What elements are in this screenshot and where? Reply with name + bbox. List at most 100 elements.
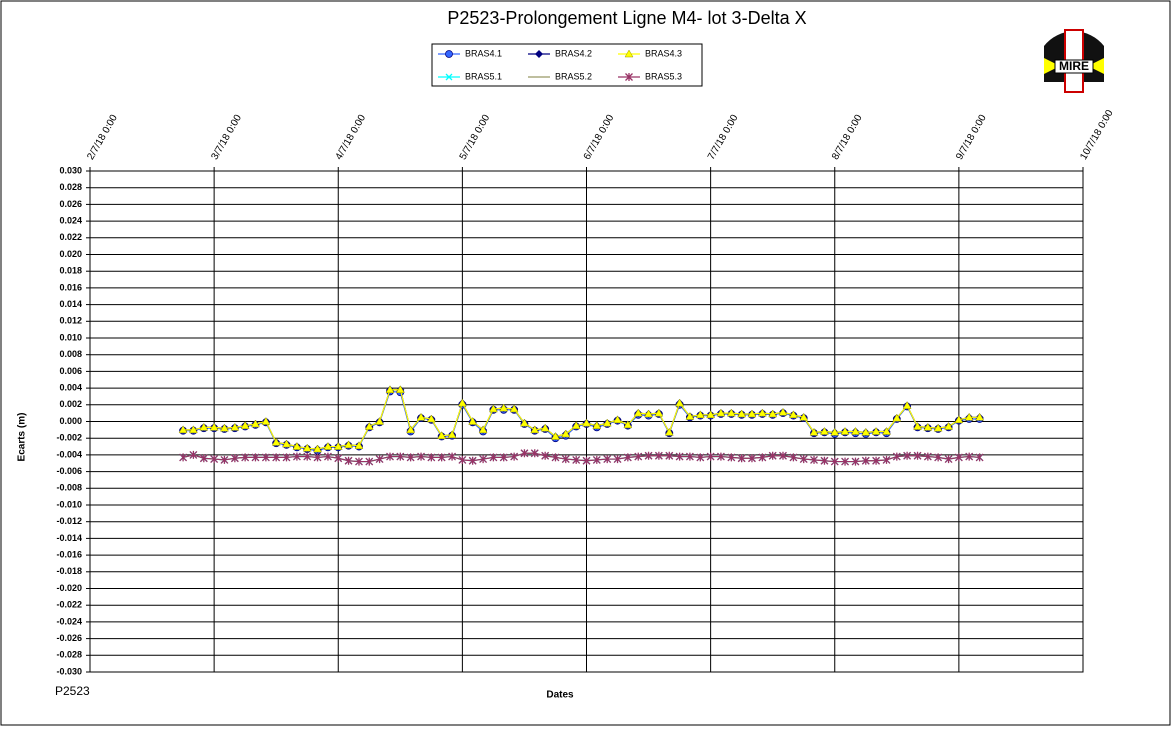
logo-text: MIRE bbox=[1059, 59, 1089, 73]
data-point bbox=[768, 451, 777, 460]
data-point bbox=[954, 453, 963, 462]
data-point bbox=[551, 453, 560, 462]
data-point bbox=[261, 453, 270, 462]
y-tick-label: 0.000 bbox=[59, 416, 82, 426]
chart-title: P2523-Prolongement Ligne M4- lot 3-Delta… bbox=[447, 8, 806, 28]
data-point bbox=[344, 456, 353, 465]
data-point bbox=[892, 452, 901, 461]
data-point bbox=[861, 427, 871, 436]
y-tick-label: 0.018 bbox=[59, 266, 82, 276]
data-point bbox=[385, 385, 395, 394]
data-point bbox=[406, 425, 416, 434]
data-point bbox=[355, 457, 363, 466]
data-point bbox=[644, 451, 653, 460]
legend-marker bbox=[445, 50, 453, 58]
data-point bbox=[726, 408, 736, 417]
data-point bbox=[344, 440, 353, 449]
legend-label: BRAS5.2 bbox=[555, 71, 592, 81]
data-point bbox=[954, 415, 964, 424]
data-point bbox=[458, 455, 467, 464]
data-point bbox=[965, 452, 974, 461]
data-point bbox=[437, 431, 447, 439]
data-point bbox=[582, 418, 591, 427]
data-point bbox=[209, 422, 219, 431]
data-point bbox=[292, 452, 301, 461]
data-point bbox=[654, 451, 663, 460]
data-point bbox=[220, 455, 229, 464]
data-point bbox=[882, 455, 891, 464]
data-point bbox=[354, 441, 364, 449]
y-tick-label: 0.020 bbox=[59, 249, 82, 259]
data-point bbox=[210, 455, 219, 464]
data-point bbox=[913, 422, 922, 430]
y-tick-label: -0.014 bbox=[56, 533, 82, 543]
logo-arrow bbox=[1044, 58, 1060, 74]
y-tick-label: 0.006 bbox=[59, 366, 82, 376]
data-point bbox=[892, 413, 902, 422]
data-point bbox=[727, 453, 736, 462]
data-point bbox=[251, 419, 260, 428]
data-point bbox=[934, 453, 943, 462]
data-point bbox=[230, 422, 240, 431]
data-point bbox=[851, 457, 860, 466]
y-tick-label: -0.024 bbox=[56, 616, 82, 626]
data-point bbox=[737, 409, 747, 418]
data-point bbox=[716, 452, 725, 461]
legend-marker bbox=[535, 50, 543, 58]
legend-label: BRAS4.3 bbox=[645, 48, 682, 58]
data-point bbox=[799, 455, 808, 464]
data-point bbox=[675, 452, 684, 461]
data-point bbox=[479, 455, 488, 464]
data-point bbox=[541, 451, 550, 460]
data-point bbox=[499, 453, 508, 462]
data-point bbox=[675, 398, 685, 407]
data-point bbox=[944, 422, 954, 430]
data-point bbox=[375, 455, 384, 464]
data-point bbox=[582, 456, 591, 465]
data-point bbox=[282, 439, 291, 448]
data-point bbox=[457, 398, 467, 407]
y-tick-label: 0.022 bbox=[59, 232, 82, 242]
data-point bbox=[323, 452, 332, 461]
data-point bbox=[530, 425, 540, 434]
y-tick-label: -0.030 bbox=[56, 666, 82, 676]
data-point bbox=[809, 427, 819, 436]
data-point bbox=[975, 453, 984, 462]
data-point bbox=[530, 449, 539, 458]
data-point bbox=[230, 454, 239, 463]
grid bbox=[89, 170, 1084, 673]
data-point bbox=[882, 427, 891, 435]
data-point bbox=[603, 455, 612, 464]
data-point bbox=[189, 450, 198, 459]
y-tick-label: 0.008 bbox=[59, 349, 82, 359]
y-tick-label: 0.004 bbox=[59, 382, 82, 392]
legend-label: BRAS4.2 bbox=[555, 48, 592, 58]
data-point bbox=[851, 427, 860, 435]
data-point bbox=[561, 429, 571, 438]
data-point bbox=[179, 453, 188, 462]
y-tick-label: -0.016 bbox=[56, 549, 82, 559]
data-point bbox=[571, 421, 581, 429]
data-point bbox=[468, 456, 477, 465]
data-point bbox=[779, 451, 787, 460]
data-point bbox=[654, 408, 664, 417]
data-point bbox=[188, 425, 198, 434]
data-point bbox=[592, 455, 601, 464]
legend-marker bbox=[624, 49, 634, 58]
data-point bbox=[406, 453, 415, 462]
y-tick-label: -0.010 bbox=[56, 499, 82, 509]
data-point bbox=[902, 401, 912, 409]
data-point bbox=[664, 427, 674, 436]
data-point bbox=[551, 432, 560, 440]
data-point bbox=[488, 404, 498, 413]
data-point bbox=[872, 456, 881, 465]
data-point bbox=[282, 453, 291, 462]
data-point bbox=[644, 409, 653, 418]
data-point bbox=[685, 452, 694, 461]
data-point bbox=[302, 443, 312, 452]
data-point bbox=[841, 457, 850, 466]
data-point bbox=[830, 457, 839, 466]
data-point bbox=[592, 421, 602, 429]
